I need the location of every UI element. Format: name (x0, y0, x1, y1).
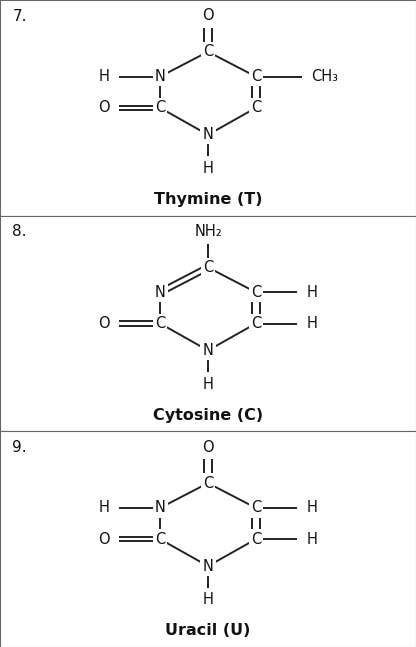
Text: H: H (203, 593, 213, 608)
Text: O: O (98, 100, 109, 115)
Text: 9.: 9. (12, 440, 27, 455)
Text: C: C (251, 69, 261, 84)
Text: C: C (251, 316, 261, 331)
Text: H: H (307, 500, 317, 516)
Text: H: H (307, 532, 317, 547)
Text: N: N (155, 500, 166, 516)
Text: 7.: 7. (12, 8, 27, 24)
Text: N: N (203, 127, 213, 142)
Text: N: N (155, 285, 166, 300)
Text: O: O (98, 316, 109, 331)
Text: 8.: 8. (12, 225, 27, 239)
Text: Thymine (T): Thymine (T) (154, 192, 262, 207)
Text: H: H (203, 377, 213, 392)
Text: C: C (251, 100, 261, 115)
Text: C: C (251, 500, 261, 516)
Text: O: O (202, 439, 214, 455)
Text: H: H (99, 500, 109, 516)
Text: Cytosine (C): Cytosine (C) (153, 408, 263, 422)
Text: N: N (203, 343, 213, 358)
Text: H: H (307, 316, 317, 331)
Text: C: C (203, 476, 213, 490)
Text: O: O (98, 532, 109, 547)
Text: O: O (202, 8, 214, 23)
Text: H: H (99, 69, 109, 84)
Text: C: C (203, 44, 213, 60)
Text: H: H (203, 161, 213, 176)
Text: NH₂: NH₂ (194, 224, 222, 239)
Text: C: C (155, 100, 165, 115)
Text: N: N (155, 69, 166, 84)
Text: C: C (155, 532, 165, 547)
Text: CH₃: CH₃ (311, 69, 338, 84)
Text: C: C (155, 316, 165, 331)
Text: C: C (203, 260, 213, 275)
Text: C: C (251, 285, 261, 300)
Text: Uracil (U): Uracil (U) (165, 623, 251, 639)
Text: C: C (251, 532, 261, 547)
Text: N: N (203, 558, 213, 574)
Text: H: H (307, 285, 317, 300)
